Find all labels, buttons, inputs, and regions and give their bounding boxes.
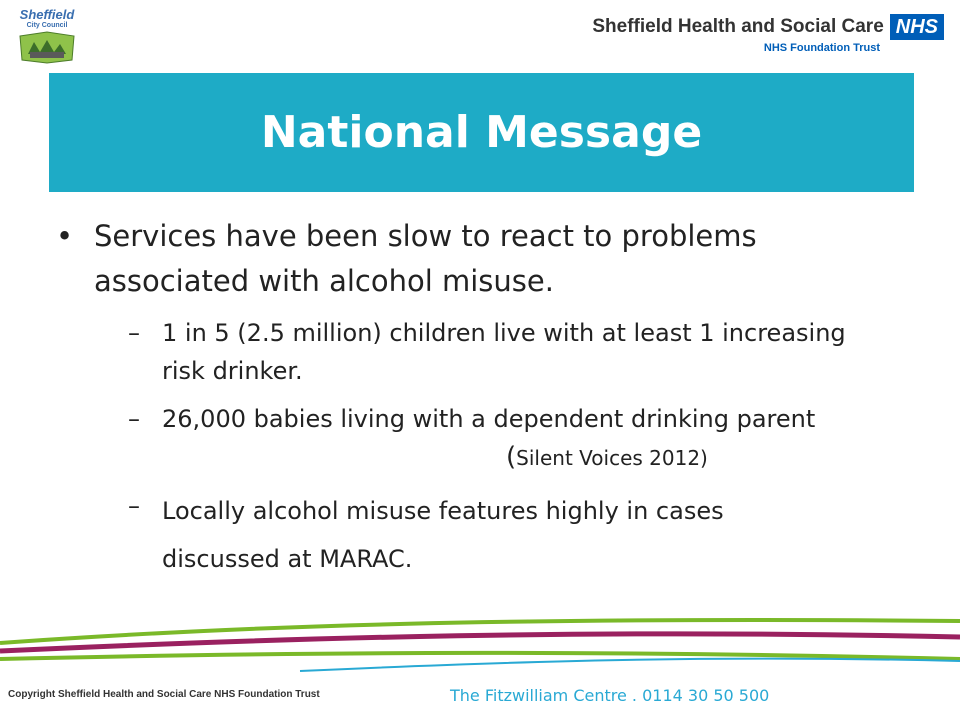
main-bullet-text: Services have been slow to react to prob… — [94, 219, 757, 298]
sub-bullet: – Locally alcohol misuse features highly… — [128, 487, 916, 583]
sub-bullet-text: 1 in 5 (2.5 million) children live with … — [162, 319, 846, 385]
dash-icon: – — [128, 405, 140, 433]
contact-text: The Fitzwilliam Centre . 0114 30 50 500 — [450, 686, 770, 705]
dash-icon: – — [128, 319, 140, 347]
copyright-text: Copyright Sheffield Health and Social Ca… — [8, 689, 320, 700]
sub-bullet: – 1 in 5 (2.5 million) children live wit… — [128, 314, 916, 390]
dash-icon: – — [128, 492, 140, 520]
citation-text: Silent Voices 2012) — [516, 446, 708, 470]
sub-bullet: – 26,000 babies living with a dependent … — [128, 400, 916, 477]
council-logo: Sheffield City Council — [10, 8, 84, 66]
sub-bullet-list: – 1 in 5 (2.5 million) children live wit… — [128, 314, 916, 583]
sub-bullet-text: 26,000 babies living with a dependent dr… — [162, 405, 816, 433]
main-bullet: • Services have been slow to react to pr… — [56, 214, 916, 304]
council-logo-title: Sheffield — [19, 7, 75, 22]
footer-wave-decoration — [0, 617, 960, 672]
title-band: National Message — [49, 73, 914, 192]
citation: (Silent Voices 2012) — [506, 442, 708, 472]
slide-title: National Message — [260, 107, 703, 158]
trust-subtitle: NHS Foundation Trust — [763, 42, 880, 54]
slide-content: • Services have been slow to react to pr… — [56, 214, 916, 593]
sub-bullet-text-cont: discussed at MARAC. — [162, 545, 413, 573]
sub-bullet-text: Locally alcohol misuse features highly i… — [162, 497, 724, 525]
trust-name: Sheffield Health and Social Care — [592, 16, 884, 37]
citation-open: ( — [506, 442, 517, 472]
trust-logo: Sheffield Health and Social Care NHS NHS … — [592, 14, 944, 54]
council-logo-subtitle: City Council — [26, 22, 68, 29]
nhs-logo: NHS — [889, 14, 944, 40]
bullet-dot-icon: • — [56, 219, 74, 253]
council-crest-icon — [19, 31, 75, 64]
